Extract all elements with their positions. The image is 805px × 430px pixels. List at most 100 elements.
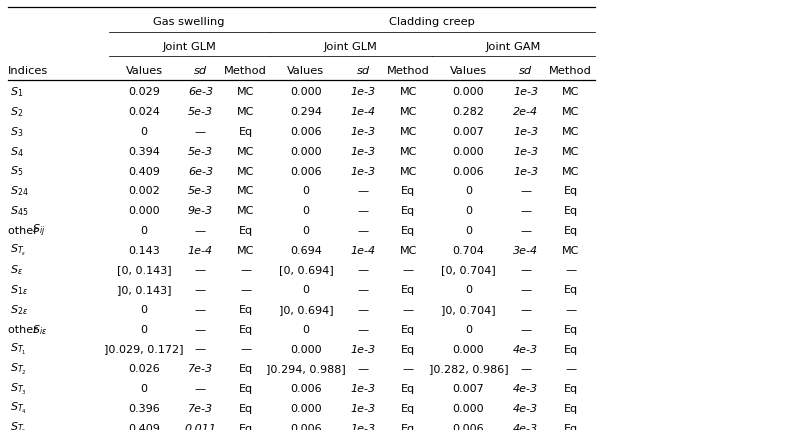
Text: 0.704: 0.704 — [452, 246, 485, 256]
Text: $S_{1\varepsilon}$: $S_{1\varepsilon}$ — [10, 283, 27, 297]
Text: —: — — [195, 344, 206, 355]
Text: $S_3$: $S_3$ — [10, 125, 23, 139]
Text: $S_5$: $S_5$ — [10, 165, 23, 178]
Text: $S_{T_1}$: $S_{T_1}$ — [10, 342, 27, 357]
Text: $S_\varepsilon$: $S_\varepsilon$ — [10, 264, 23, 277]
Text: —: — — [240, 344, 251, 355]
Text: ]0.029, 0.172]: ]0.029, 0.172] — [105, 344, 184, 355]
Text: 1e-3: 1e-3 — [350, 404, 376, 414]
Text: Cladding creep: Cladding creep — [390, 17, 475, 27]
Text: 0.000: 0.000 — [452, 147, 485, 157]
Text: 0: 0 — [465, 285, 472, 295]
Text: 0.011: 0.011 — [184, 424, 217, 430]
Text: Values: Values — [287, 66, 324, 76]
Text: —: — — [520, 206, 531, 216]
Text: sd: sd — [357, 66, 369, 76]
Text: $S_{i\varepsilon}$: $S_{i\varepsilon}$ — [32, 323, 47, 337]
Text: Eq: Eq — [401, 325, 415, 335]
Text: Eq: Eq — [564, 344, 578, 355]
Text: $S_{T_3}$: $S_{T_3}$ — [10, 381, 27, 397]
Text: Eq: Eq — [238, 384, 253, 394]
Text: 0.029: 0.029 — [128, 87, 160, 98]
Text: Eq: Eq — [401, 404, 415, 414]
Text: 0.006: 0.006 — [452, 166, 485, 177]
Text: MC: MC — [562, 107, 580, 117]
Text: [0, 0.694]: [0, 0.694] — [279, 265, 333, 276]
Text: sd: sd — [519, 66, 532, 76]
Text: sd: sd — [194, 66, 207, 76]
Text: —: — — [565, 265, 576, 276]
Text: 0.000: 0.000 — [290, 87, 322, 98]
Text: 0: 0 — [465, 325, 472, 335]
Text: —: — — [520, 364, 531, 375]
Text: 0.396: 0.396 — [128, 404, 160, 414]
Text: —: — — [195, 285, 206, 295]
Text: 1e-3: 1e-3 — [350, 424, 376, 430]
Text: 1e-4: 1e-4 — [350, 246, 376, 256]
Text: 0.694: 0.694 — [290, 246, 322, 256]
Text: 0.409: 0.409 — [128, 166, 160, 177]
Text: 0.006: 0.006 — [452, 424, 485, 430]
Text: —: — — [520, 186, 531, 197]
Text: Eq: Eq — [564, 384, 578, 394]
Text: 1e-4: 1e-4 — [350, 107, 376, 117]
Text: 0.000: 0.000 — [290, 344, 322, 355]
Text: 0: 0 — [303, 226, 309, 236]
Text: $S_1$: $S_1$ — [10, 86, 23, 99]
Text: —: — — [520, 285, 531, 295]
Text: 0.006: 0.006 — [290, 127, 322, 137]
Text: MC: MC — [237, 147, 254, 157]
Text: —: — — [565, 364, 576, 375]
Text: Eq: Eq — [564, 404, 578, 414]
Text: Eq: Eq — [238, 226, 253, 236]
Text: Eq: Eq — [401, 344, 415, 355]
Text: ]0, 0.143]: ]0, 0.143] — [117, 285, 171, 295]
Text: 1e-3: 1e-3 — [513, 166, 539, 177]
Text: 0: 0 — [465, 206, 472, 216]
Text: Eq: Eq — [564, 325, 578, 335]
Text: ]0.294, 0.988]: ]0.294, 0.988] — [266, 364, 346, 375]
Text: $S_4$: $S_4$ — [10, 145, 23, 159]
Text: Joint GAM: Joint GAM — [486, 42, 541, 52]
Text: 0.007: 0.007 — [452, 384, 485, 394]
Text: $S_2$: $S_2$ — [10, 105, 23, 119]
Text: 0.143: 0.143 — [128, 246, 160, 256]
Text: 0: 0 — [465, 226, 472, 236]
Text: 1e-3: 1e-3 — [350, 384, 376, 394]
Text: 0.000: 0.000 — [290, 404, 322, 414]
Text: 4e-3: 4e-3 — [513, 344, 539, 355]
Text: ]0, 0.704]: ]0, 0.704] — [441, 305, 496, 315]
Text: 0.000: 0.000 — [128, 206, 160, 216]
Text: Eq: Eq — [401, 384, 415, 394]
Text: 0.002: 0.002 — [128, 186, 160, 197]
Text: —: — — [195, 325, 206, 335]
Text: $S_{T_5}$: $S_{T_5}$ — [10, 421, 27, 430]
Text: Eq: Eq — [401, 285, 415, 295]
Text: MC: MC — [562, 147, 580, 157]
Text: Values: Values — [450, 66, 487, 76]
Text: Method: Method — [549, 66, 592, 76]
Text: MC: MC — [237, 87, 254, 98]
Text: —: — — [240, 265, 251, 276]
Text: 0.394: 0.394 — [128, 147, 160, 157]
Text: 5e-3: 5e-3 — [188, 147, 213, 157]
Text: —: — — [357, 226, 369, 236]
Text: $S_{45}$: $S_{45}$ — [10, 204, 28, 218]
Text: 0: 0 — [141, 384, 147, 394]
Text: MC: MC — [399, 127, 417, 137]
Text: —: — — [195, 305, 206, 315]
Text: other: other — [8, 226, 41, 236]
Text: 7e-3: 7e-3 — [188, 404, 213, 414]
Text: 4e-3: 4e-3 — [513, 404, 539, 414]
Text: Eq: Eq — [238, 364, 253, 375]
Text: —: — — [520, 305, 531, 315]
Text: MC: MC — [562, 246, 580, 256]
Text: ]0.282, 0.986]: ]0.282, 0.986] — [429, 364, 508, 375]
Text: $S_{T_\varepsilon}$: $S_{T_\varepsilon}$ — [10, 243, 27, 258]
Text: ]0, 0.694]: ]0, 0.694] — [279, 305, 333, 315]
Text: Joint GLM: Joint GLM — [163, 42, 216, 52]
Text: $S_{ij}$: $S_{ij}$ — [32, 223, 46, 239]
Text: 0: 0 — [141, 305, 147, 315]
Text: Eq: Eq — [564, 285, 578, 295]
Text: $S_{T_4}$: $S_{T_4}$ — [10, 401, 27, 417]
